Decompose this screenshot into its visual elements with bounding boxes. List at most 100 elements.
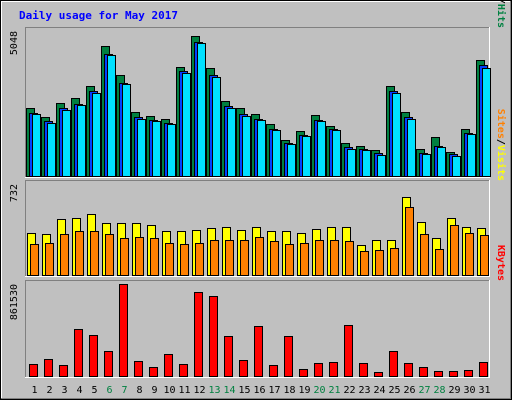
x-tick-day-15: 15 (238, 385, 250, 396)
pages-bar-day-31 (482, 68, 491, 177)
top-series-label: Pages/Files/Hits (495, 0, 507, 28)
x-tick-day-19: 19 (298, 385, 310, 396)
sites-bar-day-6 (105, 234, 114, 276)
pages-series (32, 43, 491, 177)
x-tick-day-29: 29 (448, 385, 460, 396)
bottom-panel: 861530 KBytes (9, 245, 506, 378)
x-tick-day-14: 14 (223, 385, 235, 396)
pages-bar-day-8 (137, 119, 146, 177)
pages-bar-day-15 (242, 116, 251, 177)
label-part-sites: Sites (495, 109, 507, 139)
kbytes-bar-day-10 (164, 354, 173, 377)
sites-bar-day-30 (465, 233, 474, 276)
x-tick-day-3: 3 (61, 385, 67, 396)
kbytes-bar-day-20 (314, 363, 323, 377)
kbytes-bar-day-6 (104, 351, 113, 377)
x-tick-day-22: 22 (343, 385, 355, 396)
kbytes-bar-day-28 (434, 371, 443, 377)
pages-bar-day-28 (437, 147, 446, 177)
bottom-ytick-label: 861530 (9, 284, 20, 320)
kbytes-bar-day-15 (239, 360, 248, 377)
kbytes-bar-day-18 (284, 336, 293, 377)
sites-bar-day-22 (345, 241, 354, 276)
sites-bar-day-18 (285, 244, 294, 276)
x-tick-day-4: 4 (76, 385, 82, 396)
kbytes-bar-day-17 (269, 365, 278, 377)
sites-bar-day-31 (480, 235, 489, 276)
x-tick-day-11: 11 (178, 385, 190, 396)
x-tick-day-9: 9 (151, 385, 157, 396)
sites-bar-day-16 (255, 237, 264, 276)
sites-bar-day-20 (315, 240, 324, 276)
pages-bar-day-30 (467, 134, 476, 177)
sites-bar-day-19 (300, 243, 309, 276)
sites-bar-day-14 (225, 240, 234, 276)
pages-bar-day-2 (47, 123, 56, 177)
x-tick-day-20: 20 (313, 385, 325, 396)
chart-panels: 5048Pages/Files/Hits732Sites/Visits86153… (9, 0, 507, 378)
kbytes-bar-day-29 (449, 371, 458, 377)
kbytes-bar-day-13 (209, 296, 218, 377)
sites-bar-day-17 (270, 241, 279, 276)
kbytes-bar-day-24 (374, 372, 383, 377)
sites-series (30, 207, 489, 276)
sites-bar-day-13 (210, 240, 219, 276)
label-part-kbytes: KBytes (495, 245, 506, 281)
kbytes-bar-day-14 (224, 336, 233, 377)
kbytes-bar-day-31 (479, 362, 488, 377)
pages-bar-day-10 (167, 124, 176, 177)
kbytes-bar-day-19 (299, 369, 308, 377)
pages-bar-day-13 (212, 77, 221, 177)
x-tick-day-7: 7 (121, 385, 127, 396)
kbytes-series (29, 284, 488, 377)
sites-bar-day-4 (75, 231, 84, 276)
x-tick-day-24: 24 (373, 385, 385, 396)
x-tick-day-1: 1 (31, 385, 37, 396)
kbytes-bar-day-27 (419, 367, 428, 377)
x-tick-day-10: 10 (163, 385, 175, 396)
kbytes-bar-day-2 (44, 359, 53, 377)
sites-bar-day-27 (420, 234, 429, 276)
pages-bar-day-4 (77, 105, 86, 177)
pages-bar-day-20 (317, 121, 326, 177)
x-tick-day-17: 17 (268, 385, 280, 396)
label-part-slash: / (495, 139, 506, 145)
pages-bar-day-9 (152, 121, 161, 177)
sites-bar-day-25 (390, 248, 399, 276)
x-tick-day-5: 5 (91, 385, 97, 396)
kbytes-bar-day-16 (254, 326, 263, 377)
kbytes-bar-day-25 (389, 351, 398, 377)
pages-bar-day-18 (287, 144, 296, 177)
sites-bar-day-12 (195, 243, 204, 276)
pages-bar-day-14 (227, 108, 236, 177)
middle-panel: 732 Sites/Visits (9, 109, 507, 277)
x-tick-day-31: 31 (478, 385, 490, 396)
sites-bar-day-10 (165, 243, 174, 276)
sites-bar-day-26 (405, 207, 414, 276)
kbytes-bar-day-21 (329, 362, 338, 377)
label-part-hits: Hits (495, 4, 507, 28)
kbytes-bar-day-12 (194, 292, 203, 377)
sites-bar-day-3 (60, 234, 69, 276)
label-part-slash: / (495, 0, 506, 4)
sites-bar-day-21 (330, 240, 339, 276)
kbytes-bar-day-11 (179, 364, 188, 377)
kbytes-bar-day-22 (344, 325, 353, 377)
bottom-series-label: KBytes (495, 245, 506, 281)
sites-bar-day-5 (90, 231, 99, 276)
pages-bar-day-27 (422, 154, 431, 177)
kbytes-bar-day-30 (464, 370, 473, 377)
kbytes-bar-day-23 (359, 363, 368, 377)
sites-bar-day-28 (435, 249, 444, 276)
x-tick-day-18: 18 (283, 385, 295, 396)
kbytes-bar-day-1 (29, 364, 38, 377)
pages-bar-day-6 (107, 55, 116, 177)
pages-bar-day-24 (377, 155, 386, 177)
pages-bar-day-29 (452, 156, 461, 177)
kbytes-bar-day-26 (404, 363, 413, 377)
sites-bar-day-29 (450, 225, 459, 276)
pages-bar-day-21 (332, 130, 341, 177)
sites-bar-day-11 (180, 244, 189, 276)
top-panel: 5048 Pages/Files/Hits (9, 0, 507, 178)
